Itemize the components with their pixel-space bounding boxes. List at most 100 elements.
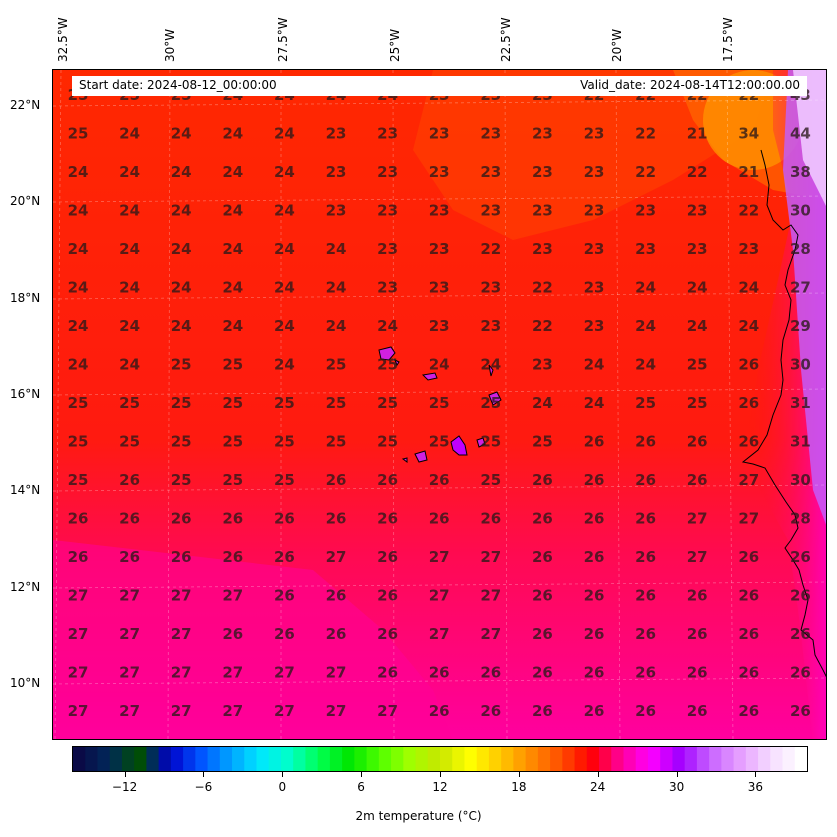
lon-label-20w: 20°W [610,28,624,62]
grid-value: 25 [222,394,243,412]
colorbar-tick-mark [124,772,126,777]
grid-value: 24 [68,317,89,335]
grid-value: 27 [222,664,243,682]
grid-value: 24 [274,317,295,335]
grid-value: 27 [222,587,243,605]
grid-value: 25 [171,433,192,451]
grid-value: 26 [738,664,759,682]
grid-value: 22 [532,279,553,297]
colorbar-tick-label: 24 [590,780,606,794]
grid-value: 25 [326,394,347,412]
grid-value: 29 [790,317,811,335]
grid-value: 26 [429,664,450,682]
grid-value: 24 [222,202,243,220]
grid-value: 27 [119,625,140,643]
colorbar-cells [73,747,807,771]
colorbar-cell [745,747,759,771]
grid-value: 24 [274,240,295,258]
grid-value: 26 [635,433,656,451]
colorbar-cell [501,747,514,771]
grid-value: 23 [532,125,553,143]
grid-value: 24 [119,279,140,297]
grid-value: 24 [171,240,192,258]
colorbar-cell [647,747,661,771]
lat-label-18n: 18°N [10,291,41,305]
colorbar-cell [109,747,123,771]
grid-value: 27 [429,587,450,605]
grid-value: 25 [222,471,243,489]
grid-value: 25 [377,356,398,374]
grid-value: 26 [222,625,243,643]
grid-value: 25 [687,356,708,374]
grid-value: 27 [119,702,140,720]
grid-value: 23 [532,240,553,258]
grid-value: 23 [480,317,501,335]
grid-value: 24 [738,279,759,297]
graticule [53,70,826,739]
grid-value: 24 [171,279,192,297]
grid-value: 23 [429,163,450,181]
colorbar-tick-mark [518,772,520,777]
grid-value: 26 [738,625,759,643]
grid-value: 26 [532,510,553,528]
grid-value: 26 [687,587,708,605]
grid-value: 27 [687,548,708,566]
grid-value: 26 [738,394,759,412]
grid-value: 26 [326,471,347,489]
grid-value: 25 [68,125,89,143]
grid-value: 26 [635,510,656,528]
grid-value: 22 [738,202,759,220]
grid-value: 31 [790,433,811,451]
grid-value: 26 [790,587,811,605]
grid-value: 23 [532,163,553,181]
colorbar-cell [550,747,563,771]
lat-label-12n: 12°N [10,580,41,594]
grid-value: 24 [119,356,140,374]
grid-value: 23 [635,240,656,258]
grid-value: 30 [790,471,811,489]
colorbar-cell [415,747,429,771]
grid-value: 24 [119,163,140,181]
grid-value: 25 [687,394,708,412]
lat-label-10n: 10°N [10,676,41,690]
colorbar-tick-mark [597,772,599,777]
grid-value: 27 [687,510,708,528]
grid-value: 26 [687,625,708,643]
grid-value: 24 [68,279,89,297]
grid-value: 26 [532,471,553,489]
grid-value: 26 [274,548,295,566]
grid-value: 25 [68,394,89,412]
colorbar-cell [146,747,160,771]
colorbar-tick-label: 6 [357,780,365,794]
grid-value: 23 [377,125,398,143]
colorbar-tick-label: 36 [747,780,764,794]
lat-label-14n: 14°N [10,483,41,497]
colorbar-cell [158,747,172,771]
colorbar-cell [635,747,649,771]
grid-value: 27 [68,625,89,643]
grid-value: 23 [687,240,708,258]
lon-label-27-5w: 27.5°W [276,17,290,62]
grid-value: 26 [790,664,811,682]
colorbar-cell [440,747,453,771]
orange-patch-north [413,70,773,240]
grid-value: 28 [790,510,811,528]
colorbar-tick-mark [676,772,678,777]
colorbar-cell [696,747,710,771]
colorbar-cell [525,747,539,771]
grid-value: 24 [68,202,89,220]
grid-value: 26 [532,625,553,643]
grid-value: 21 [687,125,708,143]
colorbar-tick-mark [282,772,284,777]
grid-value: 27 [480,625,501,643]
colorbar-tick-label: 12 [432,780,448,794]
grid-value: 26 [635,548,656,566]
valid-date-label: Valid_date: 2024-08-14T12:00:00.00 [580,78,800,92]
grid-value: 26 [377,587,398,605]
grid-value: 24 [171,125,192,143]
lon-label-32-5w: 32.5°W [56,17,70,62]
grid-value: 26 [274,510,295,528]
grid-value: 24 [687,317,708,335]
grid-value: 24 [429,356,450,374]
lat-label-20n: 20°N [10,194,41,208]
